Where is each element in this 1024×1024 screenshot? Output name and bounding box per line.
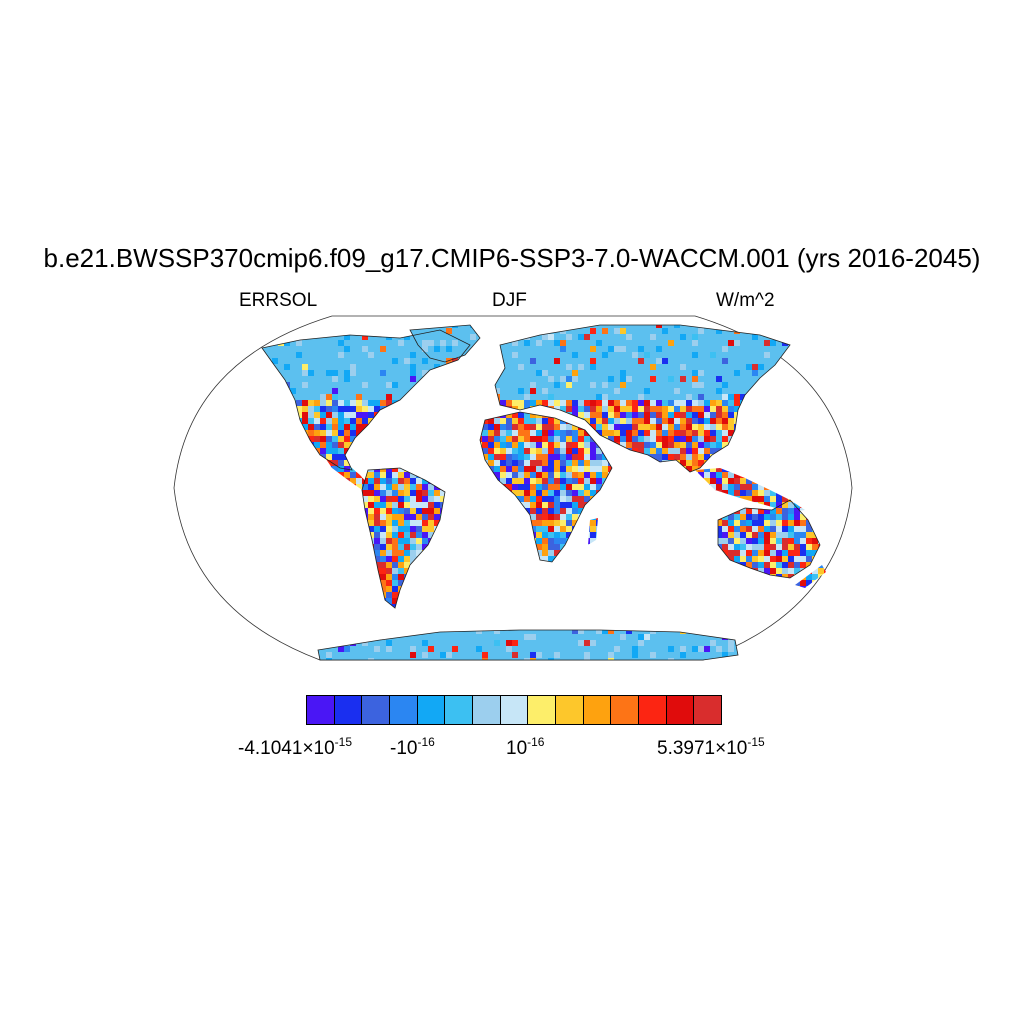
colorbar-box [639,696,667,724]
colorbar-box [334,696,363,724]
colorbar [306,695,722,725]
colorbar-label-min: -4.1041×10-15 [238,735,353,759]
units-label: W/m^2 [716,290,775,311]
colorbar-box [611,696,640,724]
colorbar-box [445,696,474,724]
plot-title: b.e21.BWSSP370cmip6.f09_g17.CMIP6-SSP3-7… [43,243,981,273]
colorbar-box [307,696,335,724]
colorbar-box [390,696,418,724]
colorbar-label-max: 5.3971×10-15 [657,735,765,759]
season-label: DJF [492,290,527,311]
colorbar-box [528,696,557,724]
colorbar-label-neg: -10-16 [390,735,435,759]
colorbar-box [500,696,529,724]
variable-label: ERRSOL [239,290,318,311]
colorbar-box [362,696,391,724]
colorbar-box [666,696,695,724]
coastlines [261,324,821,661]
colorbar-box [583,696,612,724]
colorbar-box [694,696,722,724]
colorbar-box [417,696,446,724]
colorbar-label-pos: 10-16 [506,735,545,759]
colorbar-box [556,696,584,724]
colorbar-box [473,696,501,724]
